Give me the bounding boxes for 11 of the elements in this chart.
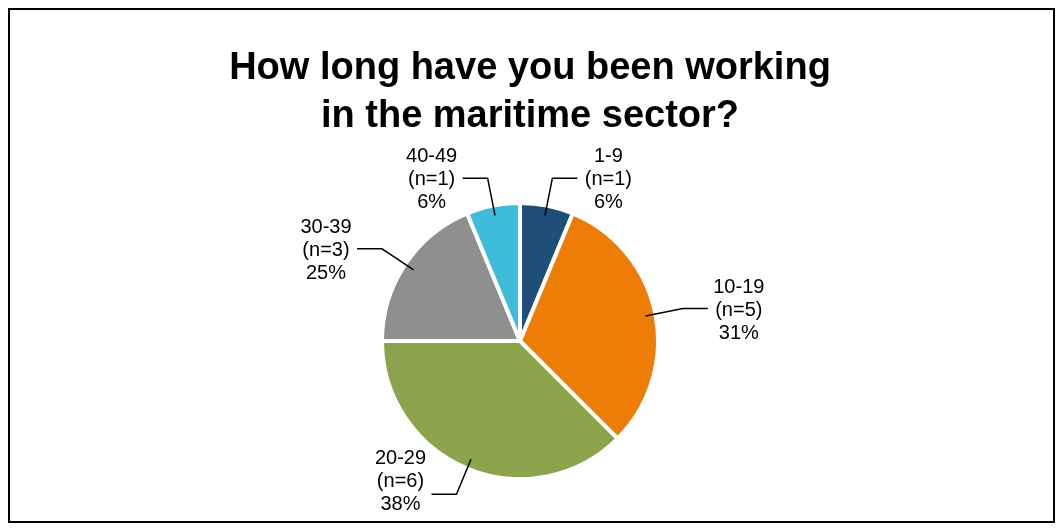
data-label: (n=5) 31% (715, 297, 763, 343)
data-label: (n=1) 6% (584, 167, 633, 213)
slice-label: 1-9 (593, 144, 623, 167)
slice-label: 40-49 (406, 144, 458, 167)
slice-label: 30-39 (300, 214, 352, 237)
data-label: (n=3) 25% (302, 237, 350, 283)
slice-label: 20-29 (374, 446, 427, 469)
data-label: (n=6) 38% (376, 469, 425, 515)
slice-label: 10-19 (713, 274, 765, 297)
data-label: (n=1) 6% (407, 167, 456, 213)
chart-title: How long have you been working in the maritime sector? (229, 45, 831, 135)
